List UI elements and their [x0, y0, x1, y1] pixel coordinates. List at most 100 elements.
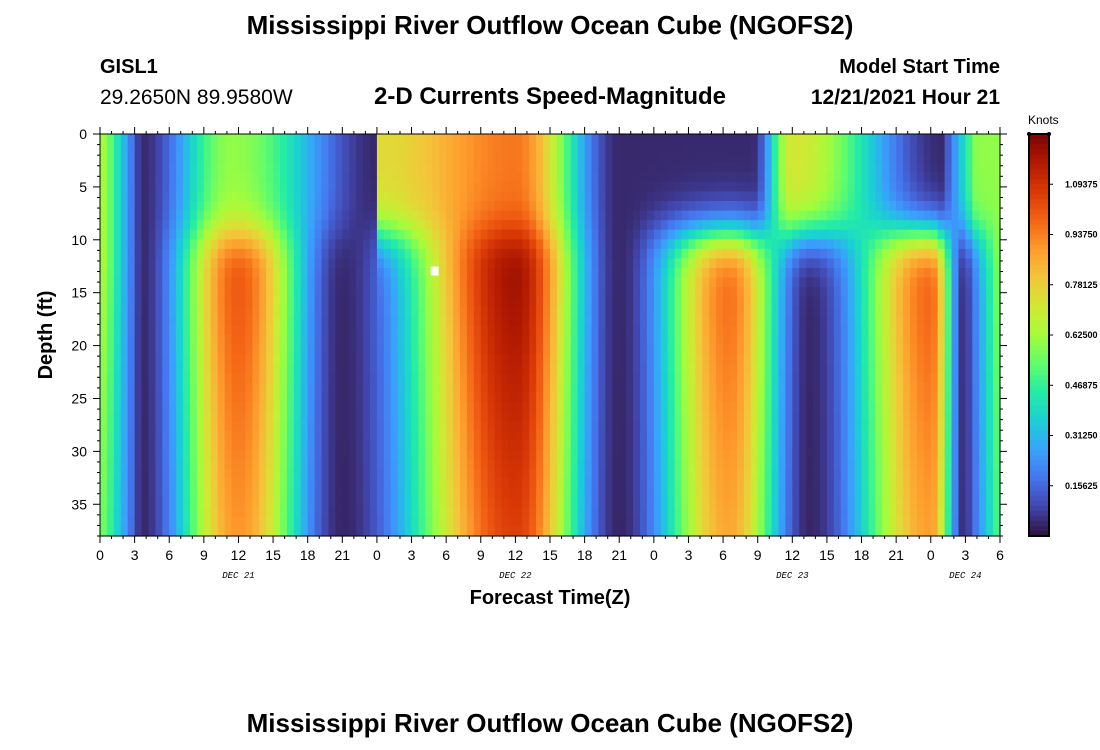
heatmap-cell [743, 201, 752, 212]
heatmap-cell [473, 325, 482, 336]
heatmap-cell [141, 354, 150, 365]
heatmap-cell [473, 268, 482, 279]
heatmap-cell [286, 258, 295, 269]
heatmap-cell [383, 497, 392, 508]
heatmap-cell [321, 402, 330, 413]
heatmap-cell [231, 258, 240, 269]
heatmap-cell [155, 382, 163, 394]
heatmap-cell [217, 507, 226, 518]
heatmap-cell [723, 268, 731, 279]
heatmap-cell [196, 526, 205, 537]
heatmap-cell [342, 181, 350, 193]
heatmap-cell [847, 277, 856, 288]
heatmap-cell [363, 469, 371, 480]
heatmap-cell [813, 526, 821, 537]
heatmap-cell [626, 526, 634, 537]
heatmap-cell [328, 344, 336, 355]
heatmap-cell [446, 229, 454, 240]
heatmap-cell [605, 201, 613, 212]
heatmap-cell [120, 201, 129, 212]
heatmap-cell [612, 220, 620, 231]
heatmap-cell [418, 296, 426, 307]
heatmap-cell [432, 497, 440, 508]
heatmap-cell [619, 220, 627, 231]
heatmap-cell [106, 210, 115, 221]
heatmap-cell [750, 315, 759, 327]
heatmap-cell [688, 153, 696, 164]
heatmap-cell [889, 478, 897, 489]
heatmap-cell [854, 296, 863, 307]
heatmap-cell [626, 488, 634, 499]
heatmap-cell [681, 382, 690, 394]
heatmap-cell [113, 488, 122, 499]
heatmap-cell [266, 134, 274, 145]
heatmap-cell [127, 459, 136, 470]
heatmap-cell [224, 220, 233, 231]
heatmap-cell [460, 430, 468, 441]
heatmap-cell [771, 497, 780, 508]
heatmap-cell [785, 440, 793, 451]
heatmap-cell [785, 201, 793, 212]
heatmap-cell [480, 296, 489, 307]
heatmap-cell [439, 306, 447, 317]
heatmap-cell [778, 440, 786, 451]
heatmap-cell [563, 201, 572, 212]
heatmap-cell [473, 459, 482, 470]
heatmap-cell [889, 181, 897, 193]
heatmap-cell [743, 344, 752, 355]
heatmap-cell [681, 315, 690, 327]
heatmap-cell [778, 134, 786, 145]
heatmap-cell [820, 382, 828, 394]
heatmap-cell [224, 134, 233, 145]
heatmap-cell [418, 268, 426, 279]
heatmap-cell [854, 143, 863, 154]
heatmap-cell [390, 181, 399, 193]
heatmap-cell [584, 373, 593, 384]
heatmap-cell [757, 354, 766, 365]
heatmap-cell [113, 325, 122, 336]
heatmap-cell [806, 315, 814, 327]
heatmap-cell [286, 344, 295, 355]
heatmap-cell [487, 229, 496, 240]
heatmap-cell [591, 153, 600, 164]
heatmap-cell [536, 392, 544, 403]
heatmap-cell [833, 201, 842, 212]
heatmap-cell [342, 335, 350, 346]
heatmap-cell [453, 201, 461, 212]
heatmap-cell [169, 143, 177, 154]
heatmap-cell [875, 258, 883, 269]
heatmap-cell [889, 287, 897, 298]
heatmap-cell [494, 516, 503, 528]
heatmap-cell [743, 459, 752, 470]
heatmap-cell [466, 325, 475, 336]
heatmap-cell [716, 277, 724, 288]
heatmap-cell [183, 201, 191, 212]
heatmap-cell [141, 497, 150, 508]
heatmap-cell [245, 220, 253, 231]
heatmap-cell [245, 373, 253, 384]
heatmap-cell [335, 268, 343, 279]
heatmap-cell [252, 277, 260, 288]
heatmap-cell [709, 373, 717, 384]
heatmap-cell [577, 344, 586, 355]
heatmap-cell [100, 402, 108, 413]
heatmap-cell [106, 191, 115, 202]
heatmap-cell [550, 344, 558, 355]
heatmap-cell [591, 287, 600, 298]
heatmap-cell [813, 363, 821, 374]
heatmap-cell [792, 392, 800, 403]
heatmap-cell [411, 287, 420, 298]
heatmap-cell [702, 191, 710, 202]
heatmap-cell [349, 239, 357, 250]
heatmap-cell [875, 478, 883, 489]
heatmap-cell [397, 373, 406, 384]
heatmap-cell [785, 258, 793, 269]
heatmap-cell [813, 344, 821, 355]
heatmap-cell [453, 402, 461, 413]
heatmap-cell [466, 469, 475, 480]
heatmap-cell [342, 363, 350, 374]
heatmap-cell [529, 478, 537, 489]
heatmap-cell [162, 402, 170, 413]
heatmap-cell [203, 354, 212, 365]
heatmap-cell [681, 373, 690, 384]
